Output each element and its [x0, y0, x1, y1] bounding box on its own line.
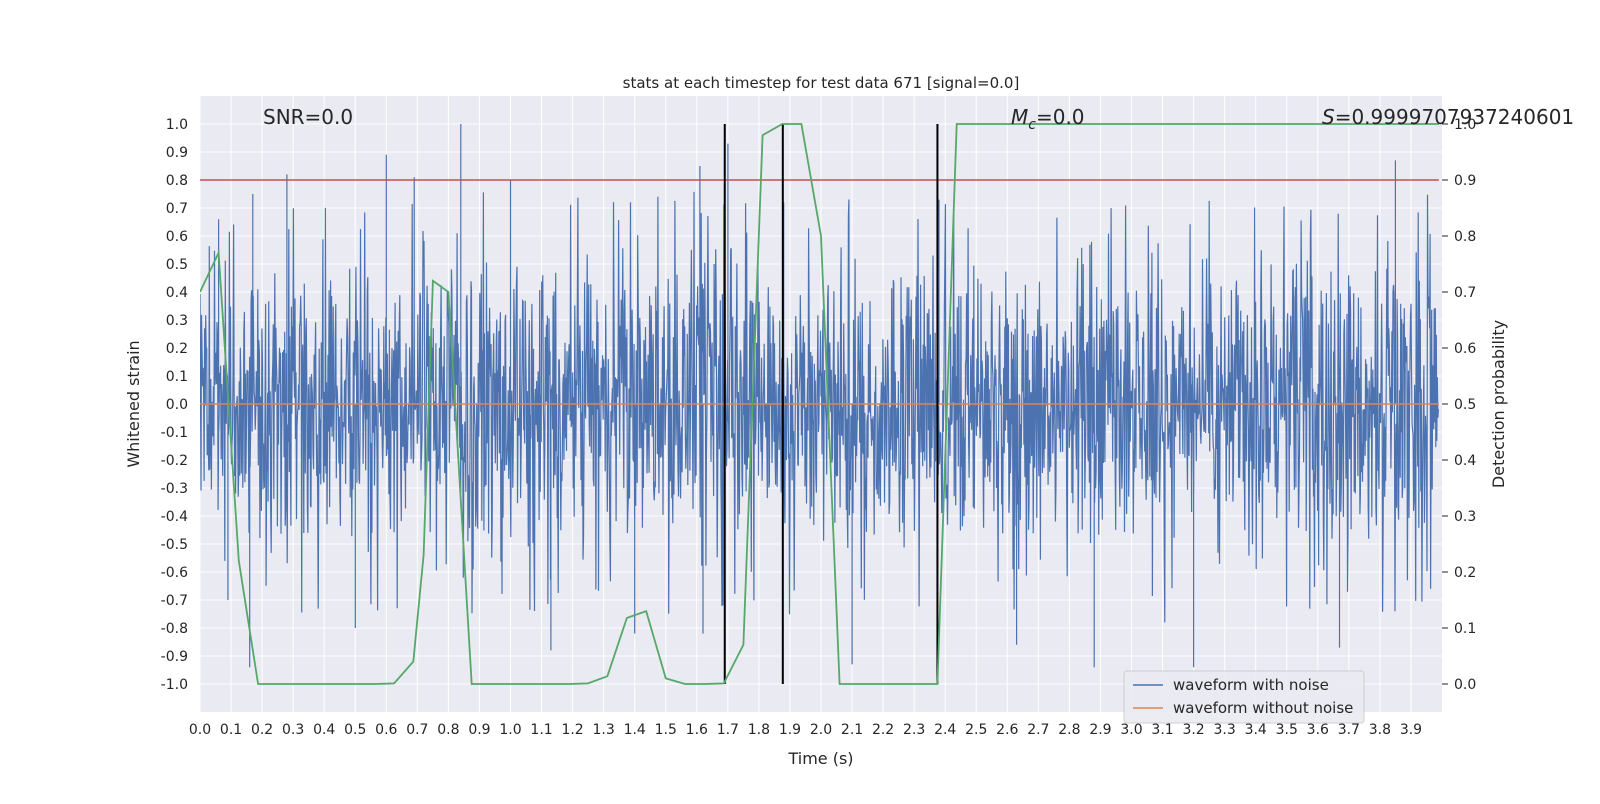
x-tick-label: 2.8	[1058, 722, 1080, 738]
x-tick-label: 0.0	[189, 722, 211, 738]
x-tick-label: 0.8	[437, 722, 459, 738]
legend-label-clean: waveform without noise	[1173, 699, 1353, 717]
y-left-tick-labels: 1.0 0.9 0.8 0.7 0.6 0.5 0.4 0.3 0.2 0.1 0.0 -0.1 -0.…	[161, 117, 188, 693]
series-detection-probability	[200, 123, 1439, 685]
legend-box	[1123, 670, 1365, 724]
x-tick-label: 2.1	[841, 722, 863, 738]
y-left-tick-label: -0.3	[161, 481, 188, 497]
mc-annotation: Mc=0.0	[1011, 105, 1085, 133]
x-tick-label: 3.2	[1182, 722, 1204, 738]
x-tick-label: 2.2	[872, 722, 894, 738]
y-right-tick-labels: 1.0 0.9 0.8 0.7 0.6 0.5 0.4 0.3 0.2 0.1 0.0	[1442, 117, 1476, 693]
mc-symbol: M	[1011, 105, 1028, 129]
y-left-tick-label: 0.6	[166, 229, 188, 245]
x-tick-label: 1.2	[561, 722, 583, 738]
x-tick-label: 1.5	[655, 722, 677, 738]
x-tick-label: 1.6	[686, 722, 708, 738]
x-tick-label: 3.5	[1276, 722, 1298, 738]
y-left-tick-label: 0.5	[166, 257, 188, 273]
y-left-tick-label: 1.0	[166, 117, 188, 133]
y-right-tick-label: 0.1	[1454, 621, 1476, 637]
y-right-tick-label: 0.7	[1454, 285, 1476, 301]
x-tick-labels: 0.0 0.1 0.2 0.3 0.4 0.5 0.6 0.7 0.8 0.9 1.0 1.1 1.2 1…	[189, 722, 1422, 738]
s-value: =0.9999707937240601	[1335, 105, 1574, 129]
x-tick-label: 2.0	[810, 722, 832, 738]
y-right-tick-label: 0.3	[1454, 509, 1476, 525]
x-tick-label: 3.1	[1151, 722, 1173, 738]
x-tick-label: 1.8	[748, 722, 770, 738]
y-left-tick-label: -0.5	[161, 537, 188, 553]
y-left-tick-label: -0.9	[161, 649, 188, 665]
y-left-tick-label: 0.8	[166, 173, 188, 189]
x-tick-label: 1.0	[499, 722, 521, 738]
y-left-tick-label: 0.4	[166, 285, 188, 301]
x-tick-label: 3.0	[1120, 722, 1142, 738]
chart-title: stats at each timestep for test data 671…	[623, 74, 1020, 92]
x-tick-label: 0.3	[282, 722, 304, 738]
legend-label-noise: waveform with noise	[1173, 676, 1329, 694]
y-right-tick-label: 0.9	[1454, 173, 1476, 189]
vertical-markers	[723, 124, 939, 684]
x-tick-label: 0.9	[468, 722, 490, 738]
x-axis-label: Time (s)	[787, 749, 853, 768]
x-tick-label: 0.2	[251, 722, 273, 738]
y-left-tick-label: -0.1	[161, 425, 188, 441]
y-left-tick-label: -0.4	[161, 509, 188, 525]
x-tick-label: 3.3	[1214, 722, 1236, 738]
y-right-tick-label: 0.8	[1454, 229, 1476, 245]
y-right-tick-label: 0.5	[1454, 397, 1476, 413]
y-left-tick-label: 0.0	[166, 397, 188, 413]
y-left-tick-label: -0.7	[161, 593, 188, 609]
x-tick-label: 0.4	[313, 722, 335, 738]
x-tick-label: 3.7	[1338, 722, 1360, 738]
x-tick-label: 0.6	[375, 722, 397, 738]
y-left-tick-label: -0.8	[161, 621, 188, 637]
x-tick-label: 2.6	[996, 722, 1018, 738]
legend: waveform with noise waveform without noi…	[1123, 670, 1365, 724]
x-tick-label: 3.4	[1245, 722, 1267, 738]
y-right-tick-label: 0.4	[1454, 453, 1476, 469]
x-tick-label: 2.9	[1089, 722, 1111, 738]
y-left-tick-label: -1.0	[161, 677, 188, 693]
x-tick-label: 1.7	[717, 722, 739, 738]
y-left-tick-label: 0.9	[166, 145, 188, 161]
x-tick-label: 1.9	[779, 722, 801, 738]
mc-value: =0.0	[1036, 105, 1085, 129]
x-tick-label: 1.4	[624, 722, 646, 738]
s-symbol: S	[1322, 105, 1335, 129]
y-right-tick-label: 0.0	[1454, 677, 1476, 693]
x-tick-label: 1.1	[530, 722, 552, 738]
x-tick-label: 3.9	[1400, 722, 1422, 738]
x-tick-label: 0.7	[406, 722, 428, 738]
y-axis-label-left: Whitened strain	[124, 340, 143, 467]
y-left-tick-label: 0.2	[166, 341, 188, 357]
mc-subscript: c	[1028, 117, 1036, 133]
y-right-tick-label: 1.0	[1454, 117, 1476, 133]
snr-annotation: SNR=0.0	[263, 105, 353, 129]
y-left-tick-label: -0.6	[161, 565, 188, 581]
x-tick-label: 2.7	[1027, 722, 1049, 738]
x-tick-label: 3.8	[1369, 722, 1391, 738]
y-right-tick-label: 0.6	[1454, 341, 1476, 357]
x-tick-label: 3.6	[1307, 722, 1329, 738]
y-left-tick-label: 0.3	[166, 313, 188, 329]
x-tick-label: 0.5	[344, 722, 366, 738]
x-tick-label: 1.3	[593, 722, 615, 738]
x-tick-label: 2.4	[934, 722, 956, 738]
x-tick-label: 2.3	[903, 722, 925, 738]
y-axis-label-right: Detection probability	[1489, 320, 1508, 488]
y-left-tick-label: -0.2	[161, 453, 188, 469]
y-left-tick-label: 0.7	[166, 201, 188, 217]
x-tick-label: 2.5	[965, 722, 987, 738]
y-left-tick-label: 0.1	[166, 369, 188, 385]
y-right-tick-label: 0.2	[1454, 565, 1476, 581]
s-annotation: S=0.9999707937240601	[1322, 105, 1574, 129]
x-tick-label: 0.1	[220, 722, 242, 738]
